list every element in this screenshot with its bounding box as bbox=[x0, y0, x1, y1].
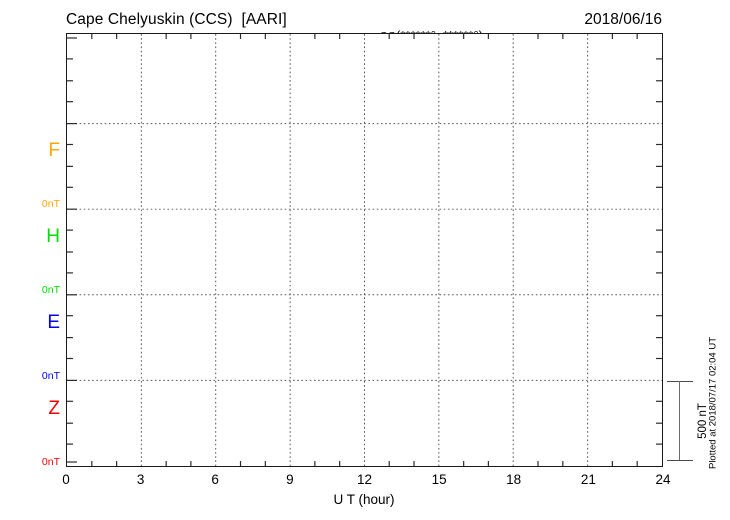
component-traces bbox=[67, 34, 662, 466]
xtick-label-12: 12 bbox=[356, 472, 373, 487]
xtick-label-18: 18 bbox=[506, 472, 522, 487]
xtick-label-21: 21 bbox=[580, 472, 596, 487]
component-baseline-h: 0nT bbox=[41, 284, 60, 296]
scale-bar-line bbox=[679, 381, 681, 461]
plotted-at-stamp: Plotted at 2018/07/17 02:04 UT bbox=[707, 336, 719, 470]
component-letter-e: E bbox=[47, 312, 60, 333]
xtick-label-24: 24 bbox=[655, 472, 671, 487]
plot-area bbox=[66, 33, 663, 467]
grid-lines bbox=[67, 34, 662, 466]
component-label-h: H 0nT bbox=[10, 191, 60, 333]
x-axis-title: U T (hour) bbox=[333, 492, 395, 507]
component-baseline-f: 0nT bbox=[41, 198, 60, 210]
component-letter-f: F bbox=[48, 140, 60, 161]
xtick-label-9: 9 bbox=[286, 472, 294, 487]
xtick-label-15: 15 bbox=[431, 472, 447, 487]
component-letter-h: H bbox=[46, 226, 60, 247]
scale-bar-cap-bottom bbox=[667, 459, 693, 461]
component-label-z: Z 0nT bbox=[10, 363, 60, 505]
component-label-f: F 0nT bbox=[10, 105, 60, 247]
component-label-e: E 0nT bbox=[10, 277, 60, 419]
component-baseline-z: 0nT bbox=[41, 456, 60, 468]
component-baseline-e: 0nT bbox=[41, 370, 60, 382]
xtick-label-6: 6 bbox=[211, 472, 219, 487]
date-label: 2018/06/16 bbox=[584, 11, 662, 28]
xtick-label-3: 3 bbox=[136, 472, 145, 487]
component-letter-z: Z bbox=[48, 398, 60, 419]
axis-ticks bbox=[67, 34, 662, 466]
page-title: Cape Chelyuskin (CCS) [AARI] bbox=[66, 11, 287, 28]
xtick-label-0: 0 bbox=[62, 472, 70, 487]
